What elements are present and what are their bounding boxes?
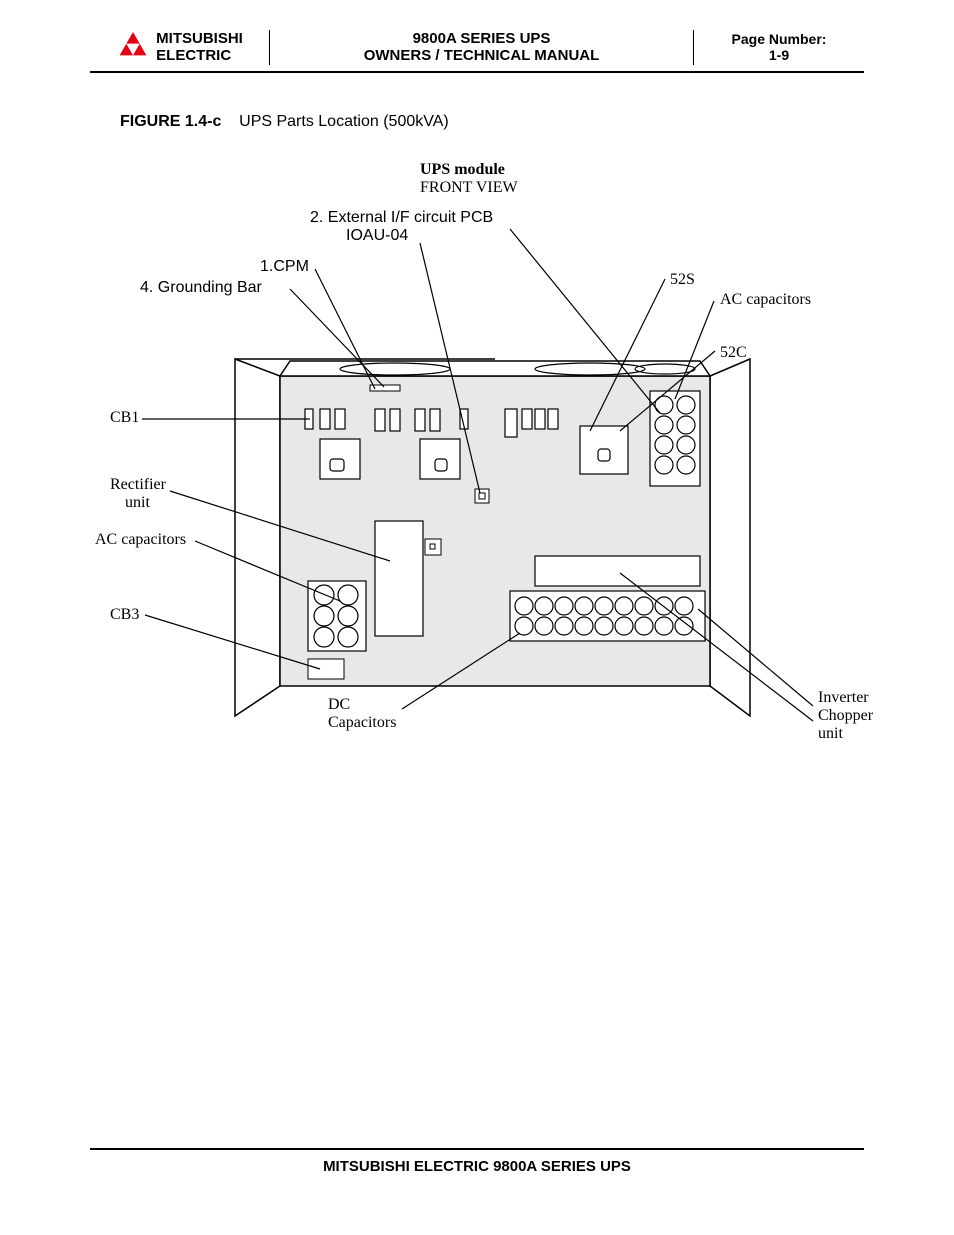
page-header: MITSUBISHI ELECTRIC 9800A SERIES UPS OWN… [90,30,864,73]
figure-caption-text: UPS Parts Location (500kVA) [239,113,449,130]
page-footer: MITSUBISHI ELECTRIC 9800A SERIES UPS [90,1148,864,1175]
figure-label: FIGURE 1.4-c [120,113,221,130]
brand-text: MITSUBISHI ELECTRIC [156,30,243,65]
page-number-label: Page Number: [732,31,827,47]
figure-caption: FIGURE 1.4-c UPS Parts Location (500kVA) [120,113,864,131]
footer-text: MITSUBISHI ELECTRIC 9800A SERIES UPS [323,1158,631,1175]
ups-diagram: UPS module FRONT VIEW 2. External I/F ci… [90,161,870,801]
ups-diagram-svg [90,161,870,801]
header-title-line1: 9800A SERIES UPS [413,30,551,47]
header-brand-cell: MITSUBISHI ELECTRIC [90,30,270,65]
header-title-cell: 9800A SERIES UPS OWNERS / TECHNICAL MANU… [270,30,694,65]
brand-line1: MITSUBISHI [156,30,243,47]
mitsubishi-logo-icon [116,32,150,62]
header-page-cell: Page Number: 1-9 [694,30,864,65]
page-number-value: 1-9 [769,47,789,63]
document-page: MITSUBISHI ELECTRIC 9800A SERIES UPS OWN… [0,0,954,1235]
brand-line2: ELECTRIC [156,47,243,64]
header-title-line2: OWNERS / TECHNICAL MANUAL [364,47,600,64]
